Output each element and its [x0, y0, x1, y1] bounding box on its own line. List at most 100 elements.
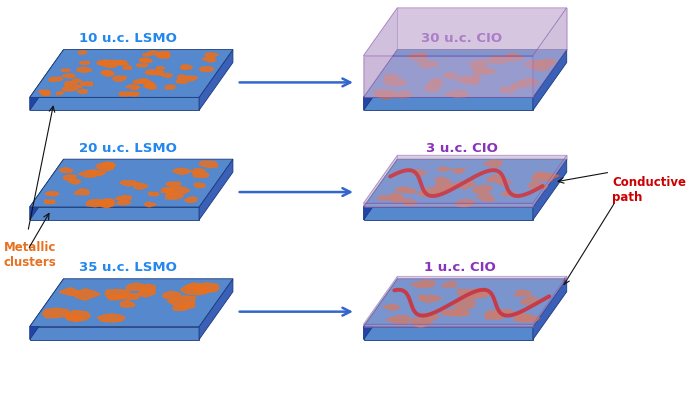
Polygon shape	[139, 79, 150, 83]
Polygon shape	[363, 55, 533, 97]
Polygon shape	[127, 92, 139, 96]
Polygon shape	[531, 65, 550, 71]
Polygon shape	[428, 81, 444, 87]
Polygon shape	[133, 80, 148, 84]
Polygon shape	[458, 289, 487, 299]
Polygon shape	[419, 61, 440, 67]
Polygon shape	[78, 171, 101, 177]
Polygon shape	[534, 172, 545, 177]
Polygon shape	[120, 181, 137, 186]
Polygon shape	[102, 199, 115, 202]
Polygon shape	[77, 89, 87, 94]
Polygon shape	[41, 92, 50, 95]
Polygon shape	[390, 197, 406, 202]
Polygon shape	[148, 192, 159, 196]
Text: 35 u.c. LSMO: 35 u.c. LSMO	[79, 261, 177, 274]
Polygon shape	[156, 52, 170, 57]
Polygon shape	[435, 183, 452, 190]
Polygon shape	[99, 201, 115, 206]
Polygon shape	[528, 183, 547, 189]
Polygon shape	[376, 90, 396, 99]
Polygon shape	[29, 327, 199, 340]
Polygon shape	[62, 86, 78, 91]
Polygon shape	[487, 175, 503, 181]
Polygon shape	[29, 50, 64, 110]
Polygon shape	[186, 283, 201, 290]
Polygon shape	[402, 189, 416, 193]
Polygon shape	[500, 88, 517, 93]
Polygon shape	[514, 290, 532, 296]
Polygon shape	[474, 66, 489, 73]
Polygon shape	[398, 8, 567, 50]
Polygon shape	[398, 276, 567, 279]
Polygon shape	[181, 67, 188, 70]
Polygon shape	[442, 281, 456, 287]
Polygon shape	[173, 168, 192, 175]
Polygon shape	[536, 173, 559, 179]
Polygon shape	[199, 50, 233, 110]
Polygon shape	[477, 194, 494, 202]
Text: 10 u.c. LSMO: 10 u.c. LSMO	[79, 32, 177, 45]
Polygon shape	[117, 201, 131, 205]
Polygon shape	[199, 279, 233, 340]
Polygon shape	[161, 74, 173, 78]
Polygon shape	[363, 50, 398, 110]
Polygon shape	[97, 61, 106, 65]
Polygon shape	[510, 83, 526, 87]
Polygon shape	[398, 155, 567, 159]
Polygon shape	[181, 65, 192, 69]
Polygon shape	[363, 207, 533, 220]
Polygon shape	[393, 91, 412, 98]
Polygon shape	[363, 8, 567, 55]
Polygon shape	[514, 314, 532, 322]
Polygon shape	[412, 318, 433, 328]
Polygon shape	[533, 155, 567, 207]
Polygon shape	[193, 168, 205, 173]
Polygon shape	[363, 203, 533, 207]
Polygon shape	[103, 60, 113, 64]
Polygon shape	[176, 79, 187, 83]
Polygon shape	[199, 159, 233, 220]
Polygon shape	[86, 200, 106, 207]
Polygon shape	[525, 60, 545, 68]
Polygon shape	[29, 159, 64, 220]
Polygon shape	[386, 315, 411, 324]
Polygon shape	[453, 168, 466, 173]
Text: 30 u.c. CIO: 30 u.c. CIO	[421, 32, 503, 45]
Polygon shape	[122, 63, 129, 66]
Polygon shape	[60, 288, 81, 296]
Polygon shape	[429, 79, 442, 84]
Polygon shape	[473, 68, 497, 74]
Polygon shape	[383, 304, 400, 310]
Polygon shape	[533, 279, 567, 340]
Polygon shape	[147, 82, 153, 85]
Polygon shape	[39, 90, 50, 94]
Polygon shape	[161, 187, 174, 192]
Polygon shape	[484, 314, 500, 319]
Polygon shape	[172, 305, 190, 310]
Polygon shape	[139, 58, 151, 62]
Polygon shape	[422, 187, 441, 197]
Polygon shape	[503, 53, 524, 61]
Polygon shape	[414, 170, 427, 175]
Polygon shape	[143, 59, 152, 62]
Polygon shape	[44, 200, 55, 204]
Polygon shape	[115, 60, 126, 65]
Polygon shape	[199, 67, 213, 71]
Polygon shape	[144, 84, 154, 88]
Polygon shape	[514, 314, 540, 322]
Polygon shape	[62, 74, 75, 78]
Polygon shape	[384, 79, 407, 86]
Polygon shape	[63, 175, 76, 180]
Polygon shape	[363, 155, 567, 203]
Polygon shape	[185, 197, 197, 202]
Polygon shape	[140, 284, 155, 291]
Text: 3 u.c. CIO: 3 u.c. CIO	[426, 142, 498, 155]
Polygon shape	[126, 283, 146, 290]
Polygon shape	[501, 191, 515, 196]
Polygon shape	[411, 280, 435, 288]
Polygon shape	[101, 63, 117, 68]
Polygon shape	[473, 185, 493, 191]
Polygon shape	[97, 314, 125, 322]
Polygon shape	[445, 90, 468, 97]
